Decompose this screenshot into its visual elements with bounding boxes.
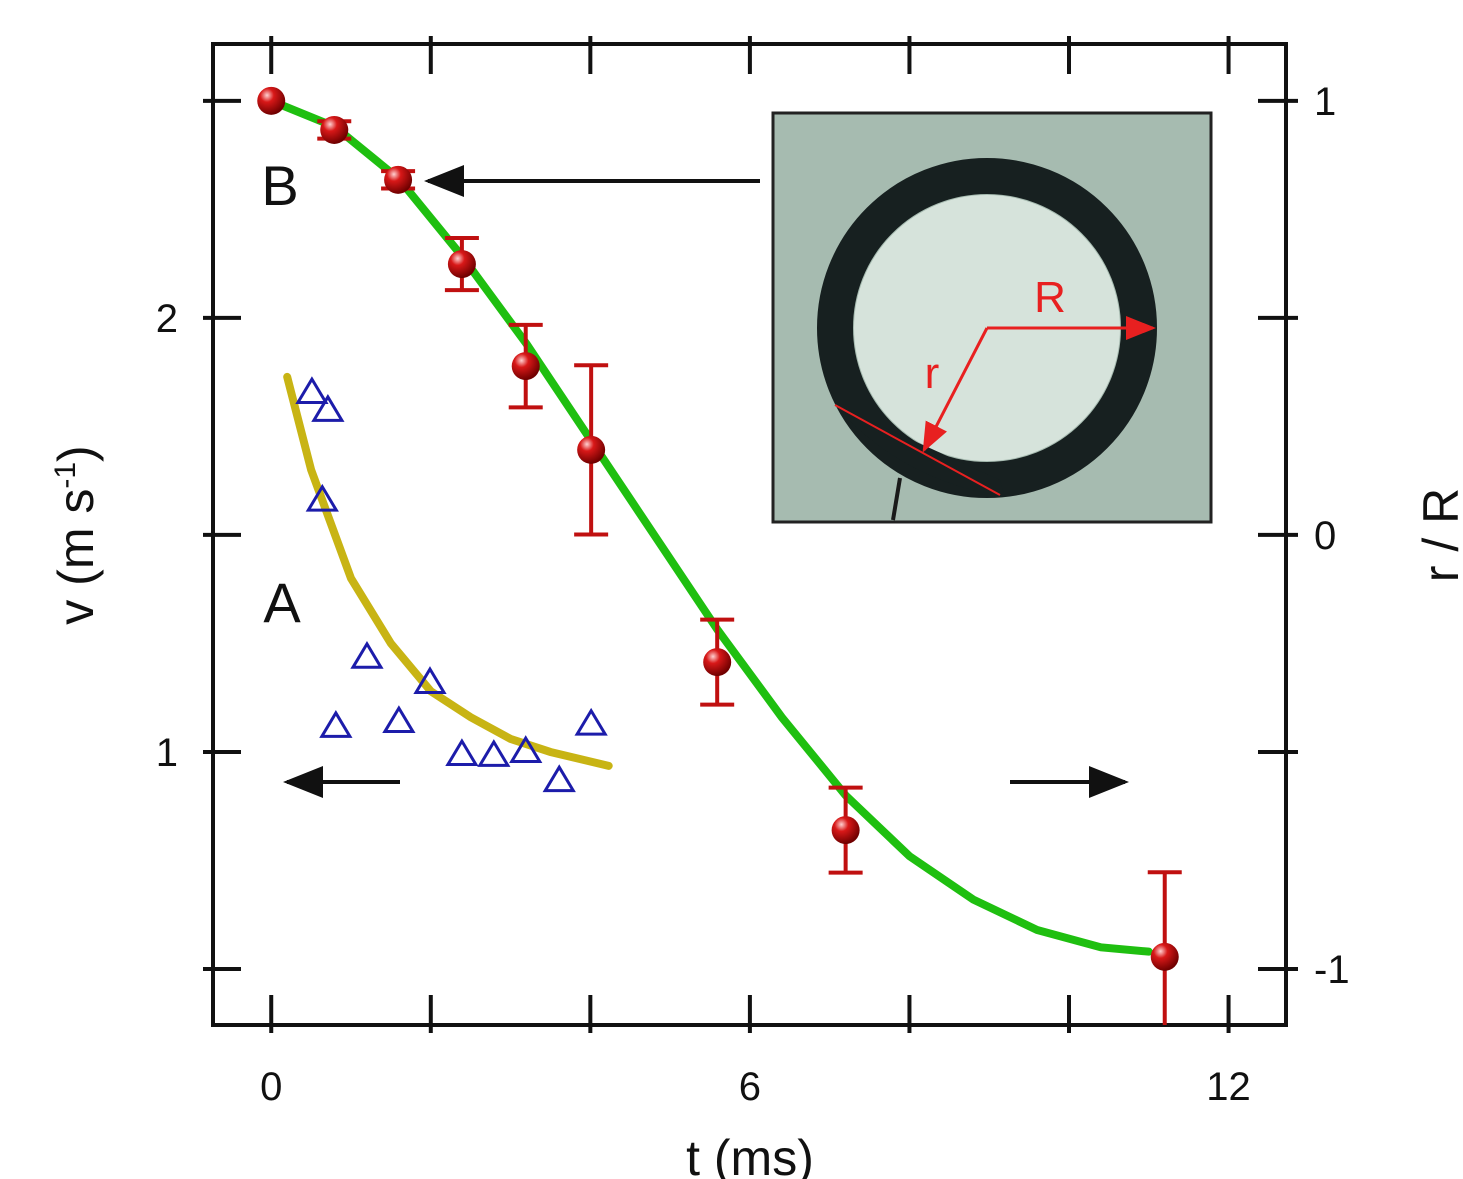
y2-tick-label: 1 xyxy=(1314,80,1336,124)
series-label: B xyxy=(261,154,298,217)
point xyxy=(477,739,511,767)
point xyxy=(413,666,447,694)
y-axis-title-end: ) xyxy=(48,445,104,462)
x-tick-label: 0 xyxy=(260,1065,282,1109)
point xyxy=(295,376,329,405)
fit-line xyxy=(283,372,613,770)
point xyxy=(509,735,543,764)
point xyxy=(320,115,349,144)
y-tick-label: 2 xyxy=(156,297,178,341)
point xyxy=(319,710,353,738)
point xyxy=(511,352,540,381)
point xyxy=(574,707,608,736)
y-axis-title-text: v (m s xyxy=(48,489,104,625)
x-tick-label: 12 xyxy=(1206,1065,1251,1109)
point xyxy=(831,816,860,845)
inset-label: R xyxy=(1034,273,1066,322)
inset-label: r xyxy=(925,349,940,398)
point xyxy=(305,483,339,512)
point xyxy=(382,705,416,734)
point xyxy=(447,250,476,279)
point xyxy=(577,435,606,464)
point xyxy=(350,640,384,669)
y-axis-title-sup: -1 xyxy=(49,462,82,489)
x-axis-title: t (ms) xyxy=(686,1130,814,1179)
point xyxy=(311,394,345,422)
y2-tick-label: -1 xyxy=(1314,948,1350,992)
point xyxy=(257,86,286,115)
point xyxy=(542,764,576,793)
x-tick-label: 6 xyxy=(739,1065,761,1109)
point xyxy=(1150,942,1179,971)
inset: R r xyxy=(771,111,1213,524)
series-label: A xyxy=(263,571,301,634)
y2-tick-label: 0 xyxy=(1314,514,1336,558)
y-axis-title: v (m s-1) xyxy=(48,445,104,624)
point xyxy=(384,165,413,194)
y-tick-label: 1 xyxy=(156,731,178,775)
point xyxy=(703,648,732,677)
y2-axis-title: r / R xyxy=(1413,488,1463,582)
point xyxy=(445,738,479,767)
